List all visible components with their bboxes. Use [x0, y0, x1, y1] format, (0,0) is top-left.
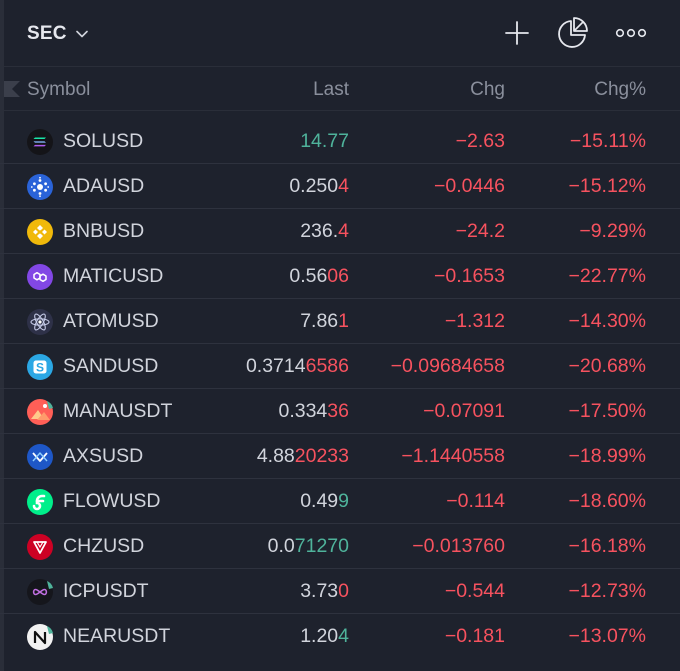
symbol-name: AXSUSD [63, 445, 144, 467]
change-value: −2.63 [455, 130, 505, 152]
change-value: −1.312 [444, 310, 505, 332]
plus-icon [505, 21, 529, 45]
symbol-name: MANAUSDT [63, 400, 173, 422]
svg-text:S: S [36, 361, 44, 375]
last-price: 0.5606 [289, 265, 349, 287]
last-price: 0.499 [300, 490, 349, 512]
change-percent: −17.50% [568, 400, 646, 422]
table-row[interactable]: MANAUSDT 0.33436 −0.07091 −17.50% [0, 389, 680, 434]
column-header-divider [0, 110, 680, 111]
change-percent: −16.18% [568, 535, 646, 557]
change-value: −0.0446 [433, 175, 505, 197]
symbol-name: SANDUSD [63, 355, 159, 377]
table-row[interactable]: ATOMUSD 7.861 −1.312 −14.30% [0, 299, 680, 344]
symbol-name: ATOMUSD [63, 310, 159, 332]
column-header-chg-pct[interactable]: Chg% [594, 79, 646, 100]
symbol-name: SOLUSD [63, 130, 144, 152]
change-value: −0.1653 [433, 265, 505, 287]
last-price: 0.071270 [267, 535, 349, 557]
last-price: 1.204 [300, 625, 349, 647]
chevron-down-icon [75, 30, 88, 38]
more-options-button[interactable] [614, 16, 648, 50]
last-price: 3.730 [300, 580, 349, 602]
change-percent: −22.77% [568, 265, 646, 287]
change-percent: −14.30% [568, 310, 646, 332]
panel-left-edge [0, 0, 4, 671]
symbol-name: MATICUSD [63, 265, 164, 287]
last-price: 236.4 [300, 220, 349, 242]
last-price: 14.77 [300, 130, 349, 152]
solana-icon [27, 129, 53, 155]
symbol-name: BNBUSD [63, 220, 145, 242]
change-percent: −13.07% [568, 625, 646, 647]
cardano-icon [27, 174, 53, 200]
last-price: 0.33436 [278, 400, 349, 422]
change-percent: −12.73% [568, 580, 646, 602]
last-price: 0.2504 [289, 175, 349, 197]
cosmos-icon [27, 309, 53, 335]
change-value: −24.2 [455, 220, 505, 242]
symbol-name: ADAUSD [63, 175, 145, 197]
change-percent: −18.60% [568, 490, 646, 512]
header-divider [0, 66, 680, 67]
last-price: 4.8820233 [256, 445, 349, 467]
last-price: 0.37146586 [245, 355, 349, 377]
change-value: −0.013760 [412, 535, 505, 557]
watchlist-header: SEC [0, 0, 680, 66]
change-percent: −18.99% [568, 445, 646, 467]
table-row[interactable]: NEARUSDT 1.204 −0.181 −13.07% [0, 614, 680, 658]
chiliz-icon [27, 534, 53, 560]
column-header-last[interactable]: Last [313, 79, 349, 100]
flag-icon [4, 81, 20, 97]
table-row[interactable]: CHZUSD 0.071270 −0.013760 −16.18% [0, 524, 680, 569]
table-row[interactable]: MATICUSD 0.5606 −0.1653 −22.77% [0, 254, 680, 299]
table-row[interactable]: BNBUSD 236.4 −24.2 −9.29% [0, 209, 680, 254]
table-row[interactable]: S SANDUSD 0.37146586 −0.09684658 −20.68% [0, 344, 680, 389]
change-value: −0.181 [444, 625, 505, 647]
column-header-symbol[interactable]: Symbol [27, 79, 91, 100]
advanced-view-button[interactable] [556, 16, 590, 50]
symbol-name: NEARUSDT [63, 625, 171, 647]
change-percent: −9.29% [579, 220, 646, 242]
bnb-icon [27, 219, 53, 245]
symbol-name: CHZUSD [63, 535, 145, 557]
decentraland-icon [27, 399, 53, 425]
change-value: −0.114 [446, 490, 505, 512]
flow-icon [27, 489, 53, 515]
more-horizontal-icon [615, 28, 647, 38]
change-value: −0.07091 [423, 400, 505, 422]
change-percent: −15.12% [568, 175, 646, 197]
pie-chart-icon [558, 17, 588, 48]
column-header-chg[interactable]: Chg [470, 79, 505, 100]
change-value: −0.09684658 [390, 355, 505, 377]
icp-icon [27, 579, 53, 605]
table-row[interactable]: ADAUSD 0.2504 −0.0446 −15.12% [0, 164, 680, 209]
change-percent: −20.68% [568, 355, 646, 377]
table-row[interactable]: AXSUSD 4.8820233 −1.1440558 −18.99% [0, 434, 680, 479]
table-row[interactable]: SOLUSD 14.77 −2.63 −15.11% [0, 119, 680, 164]
table-row[interactable]: FLOWUSD 0.499 −0.114 −18.60% [0, 479, 680, 524]
symbol-list: SOLUSD 14.77 −2.63 −15.11% [0, 119, 680, 658]
add-symbol-button[interactable] [500, 16, 534, 50]
axie-icon [27, 444, 53, 470]
symbol-name: ICPUSDT [63, 580, 149, 602]
last-price: 7.861 [300, 310, 349, 332]
change-value: −0.544 [444, 580, 505, 602]
watchlist-name: SEC [27, 23, 67, 44]
near-icon [27, 624, 53, 650]
table-row[interactable]: ICPUSDT 3.730 −0.544 −12.73% [0, 569, 680, 614]
column-header-row: Symbol Last Chg Chg% [0, 67, 680, 110]
change-value: −1.1440558 [401, 445, 505, 467]
watchlist-selector[interactable]: SEC [27, 20, 88, 48]
polygon-icon [27, 264, 53, 290]
sandbox-icon: S [27, 354, 53, 380]
change-percent: −15.11% [569, 130, 646, 152]
symbol-name: FLOWUSD [63, 490, 161, 512]
